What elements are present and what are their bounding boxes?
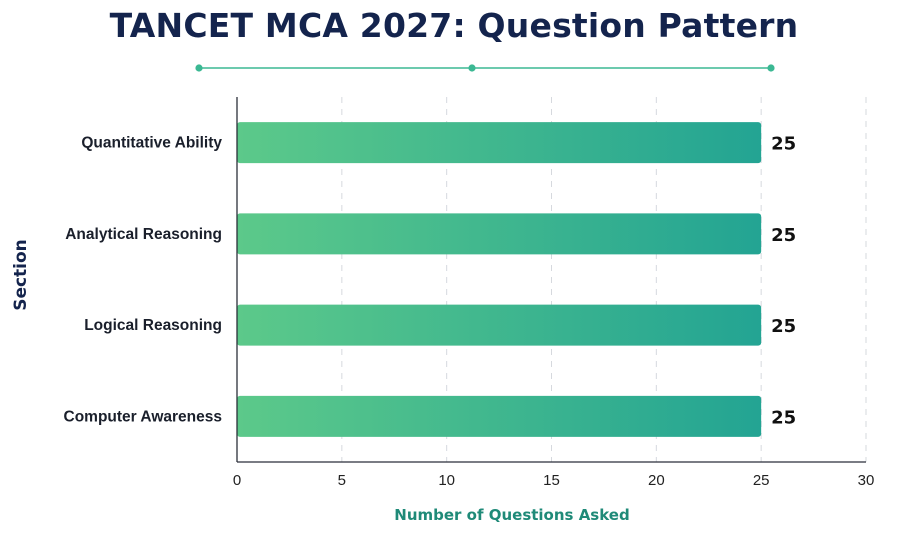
bar bbox=[237, 122, 762, 164]
x-tick-label: 30 bbox=[858, 472, 875, 489]
data-label: 25 bbox=[771, 225, 796, 246]
category-label: Analytical Reasoning bbox=[65, 226, 222, 243]
title-decoration bbox=[195, 64, 775, 72]
category-label: Logical Reasoning bbox=[84, 317, 222, 334]
x-tick-label: 15 bbox=[543, 472, 560, 489]
x-tick-label: 25 bbox=[753, 472, 770, 489]
x-axis-title: Number of Questions Asked bbox=[394, 506, 629, 524]
bars bbox=[237, 122, 762, 437]
bar bbox=[237, 213, 762, 255]
data-label: 25 bbox=[771, 407, 796, 428]
bar bbox=[237, 395, 762, 437]
title-underline-dot bbox=[195, 64, 203, 72]
x-tick-label: 20 bbox=[648, 472, 665, 489]
data-label: 25 bbox=[771, 316, 796, 337]
category-label: Quantitative Ability bbox=[81, 135, 222, 152]
data-label: 25 bbox=[771, 134, 796, 155]
bar bbox=[237, 304, 762, 346]
x-tick-label: 5 bbox=[338, 472, 346, 489]
x-tick-label: 10 bbox=[438, 472, 455, 489]
title-underline-dot bbox=[468, 64, 476, 72]
y-axis-title: Section bbox=[11, 239, 31, 311]
category-label: Computer Awareness bbox=[64, 408, 223, 425]
x-tick-label: 0 bbox=[233, 472, 241, 489]
axes bbox=[236, 97, 866, 463]
labels: 0 5 10 15 20 25 30 Quantitative Ability 25 Analyt… bbox=[64, 134, 875, 489]
chart-title: TANCET MCA 2027: Question Pattern bbox=[109, 6, 799, 45]
title-underline-dot bbox=[767, 64, 775, 72]
